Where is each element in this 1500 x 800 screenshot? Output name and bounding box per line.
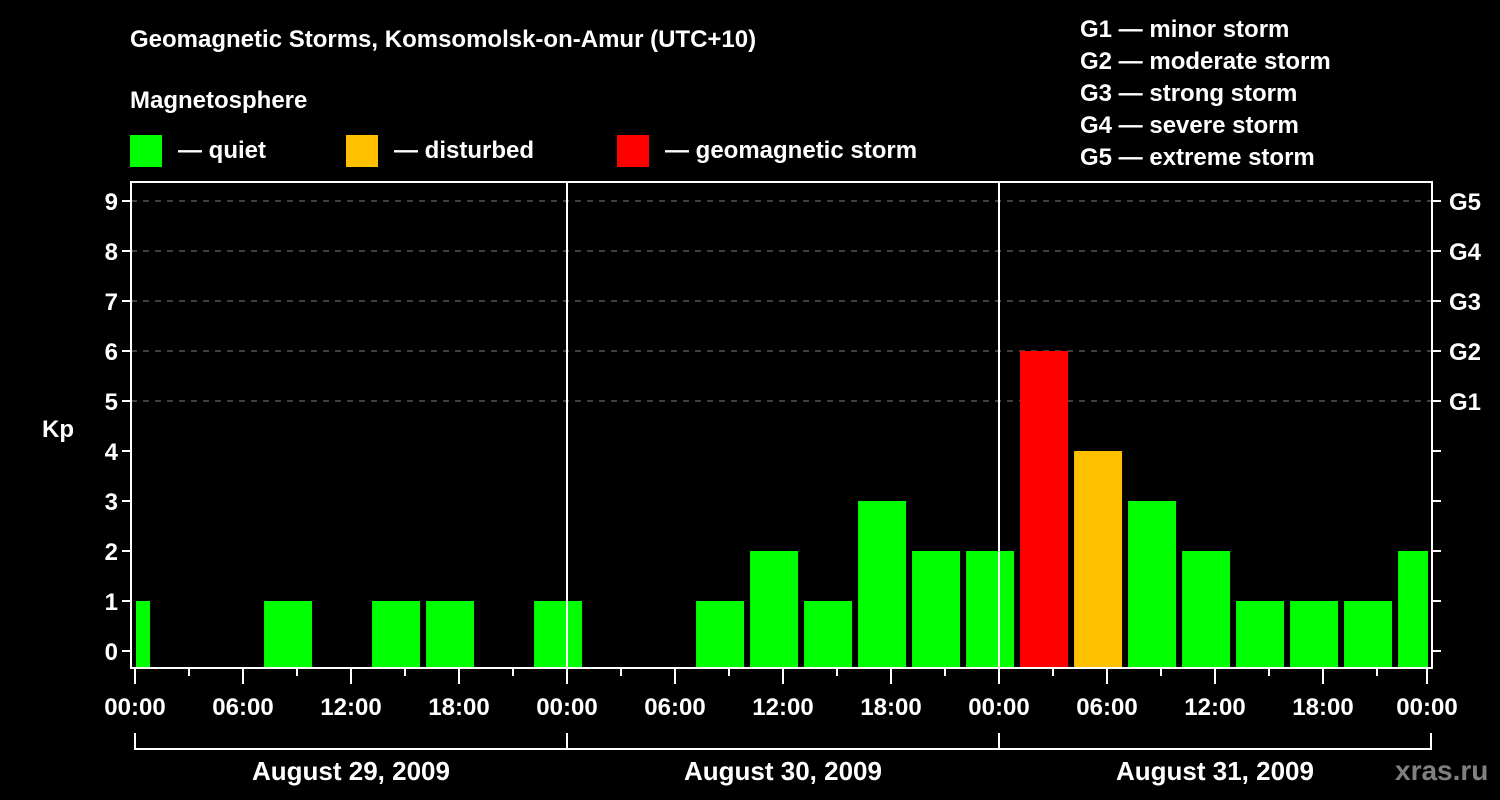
quiet-swatch bbox=[130, 135, 162, 167]
g-level-label: G5 bbox=[1449, 189, 1481, 216]
kp-bar bbox=[858, 501, 907, 668]
kp-bar bbox=[372, 601, 421, 668]
y-tick-label: 8 bbox=[105, 239, 118, 266]
kp-bar bbox=[264, 601, 313, 668]
y-tick-label: 5 bbox=[105, 389, 118, 416]
disturbed-swatch bbox=[346, 135, 378, 167]
plot-frame bbox=[130, 181, 1433, 669]
kp-bar bbox=[966, 551, 1015, 668]
kp-bar bbox=[534, 601, 583, 668]
x-tick-label: 18:00 bbox=[1292, 694, 1353, 721]
legend-heading: Magnetosphere bbox=[130, 87, 308, 114]
kp-bar bbox=[912, 551, 961, 668]
x-tick-label: 00:00 bbox=[968, 694, 1029, 721]
x-tick-label: 06:00 bbox=[644, 694, 705, 721]
date-label: August 29, 2009 bbox=[252, 756, 450, 786]
legend-item-quiet: — quiet bbox=[130, 135, 266, 167]
g-scale-item: G3 — strong storm bbox=[1080, 80, 1298, 107]
g-level-label: G2 bbox=[1449, 339, 1481, 366]
g-scale-legend: G1 — minor storm G2 — moderate storm G3 … bbox=[1080, 14, 1331, 174]
y-tick-label: 7 bbox=[105, 289, 118, 316]
legend-label-storm: — geomagnetic storm bbox=[665, 137, 918, 164]
g-level-label: G4 bbox=[1449, 239, 1482, 266]
kp-bar bbox=[1020, 351, 1069, 668]
kp-bar bbox=[1236, 601, 1285, 668]
g-scale-item: G5 — extreme storm bbox=[1080, 144, 1315, 171]
g-level-label: G3 bbox=[1449, 289, 1481, 316]
legend-item-storm: — geomagnetic storm bbox=[617, 135, 917, 167]
y-axis-label: Kp bbox=[42, 416, 74, 443]
y-tick-label: 4 bbox=[105, 439, 119, 466]
y-tick-label: 0 bbox=[105, 639, 118, 666]
g-scale-item: G4 — severe storm bbox=[1080, 112, 1299, 139]
kp-bar bbox=[1344, 601, 1393, 668]
x-tick-label: 00:00 bbox=[104, 694, 165, 721]
kp-bar bbox=[1290, 601, 1339, 668]
legend-label-disturbed: — disturbed bbox=[394, 137, 535, 164]
kp-bar bbox=[1074, 451, 1123, 668]
kp-bar bbox=[1182, 551, 1231, 668]
x-tick-label: 00:00 bbox=[1396, 694, 1457, 721]
date-label: August 30, 2009 bbox=[684, 756, 882, 786]
x-tick-label: 00:00 bbox=[536, 694, 597, 721]
x-tick-label: 18:00 bbox=[860, 694, 921, 721]
y-tick-label: 9 bbox=[105, 189, 118, 216]
kp-bar bbox=[1128, 501, 1177, 668]
y-tick-label: 3 bbox=[105, 489, 118, 516]
x-tick-label: 12:00 bbox=[1184, 694, 1245, 721]
kp-bar bbox=[1398, 551, 1428, 668]
date-label: August 31, 2009 bbox=[1116, 756, 1314, 786]
g-scale-item: G2 — moderate storm bbox=[1080, 48, 1331, 75]
x-tick-label: 06:00 bbox=[212, 694, 273, 721]
kp-bar bbox=[696, 601, 745, 668]
kp-bar bbox=[426, 601, 475, 668]
y-tick-label: 1 bbox=[105, 589, 118, 616]
g-scale-item: G1 — minor storm bbox=[1080, 16, 1290, 43]
y-tick-label: 6 bbox=[105, 339, 118, 366]
storm-swatch bbox=[617, 135, 649, 167]
kp-bar bbox=[136, 601, 151, 668]
kp-bar bbox=[750, 551, 799, 668]
x-tick-label: 06:00 bbox=[1076, 694, 1137, 721]
kp-bar bbox=[804, 601, 853, 668]
chart-title: Geomagnetic Storms, Komsomolsk-on-Amur (… bbox=[130, 26, 757, 53]
x-tick-label: 18:00 bbox=[428, 694, 489, 721]
legend-item-disturbed: — disturbed bbox=[346, 135, 534, 167]
x-tick-label: 12:00 bbox=[320, 694, 381, 721]
x-tick-label: 12:00 bbox=[752, 694, 813, 721]
y-tick-label: 2 bbox=[105, 539, 118, 566]
watermark: xras.ru bbox=[1395, 755, 1489, 786]
g-level-label: G1 bbox=[1449, 389, 1481, 416]
legend-label-quiet: — quiet bbox=[178, 137, 266, 164]
